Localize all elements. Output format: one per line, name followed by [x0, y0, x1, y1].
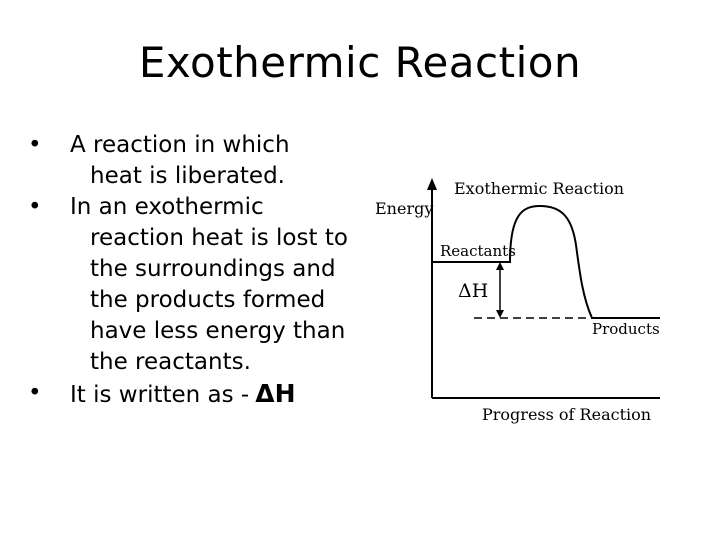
bullet-item: • A reaction in which heat is liberated.: [28, 130, 368, 192]
y-axis-label: Energy: [375, 199, 433, 218]
diagram-title: Exothermic Reaction: [454, 179, 624, 198]
delta-h-label: ΔH: [458, 280, 488, 302]
y-axis-arrow: [427, 178, 437, 190]
products-label: Products: [592, 320, 660, 338]
bullet-text-continuation: heat is liberated.: [90, 163, 285, 189]
bullet-text: It is written as -: [70, 382, 250, 408]
x-axis-label: Progress of Reaction: [482, 405, 651, 424]
bullet-text-continuation: reaction heat is lost to the surrounding…: [90, 225, 348, 375]
bullet-item: • It is written as - ΔH: [28, 378, 368, 411]
bullet-text-first-line: A reaction in which: [70, 132, 290, 158]
bullet-item: • In an exothermic reaction heat is lost…: [28, 192, 368, 378]
bullet-dot: •: [28, 380, 42, 406]
delta-h-arrow-head-top: [496, 262, 504, 270]
bullet-dot: •: [28, 132, 42, 158]
delta-h-arrow-head-bottom: [496, 310, 504, 318]
bullet-text-first-line: It is written as - ΔH: [70, 378, 368, 411]
bullet-text-first-line: In an exothermic: [70, 194, 264, 220]
delta-h-symbol: ΔH: [255, 379, 296, 408]
bullet-list: • A reaction in which heat is liberated.…: [28, 130, 368, 411]
reactants-label: Reactants: [440, 242, 516, 260]
bullet-dot: •: [28, 194, 42, 220]
energy-curve: [432, 204, 660, 319]
slide-title: Exothermic Reaction: [138, 38, 582, 87]
energy-diagram: Exothermic Reaction Energy Reactants Pro…: [375, 178, 660, 424]
